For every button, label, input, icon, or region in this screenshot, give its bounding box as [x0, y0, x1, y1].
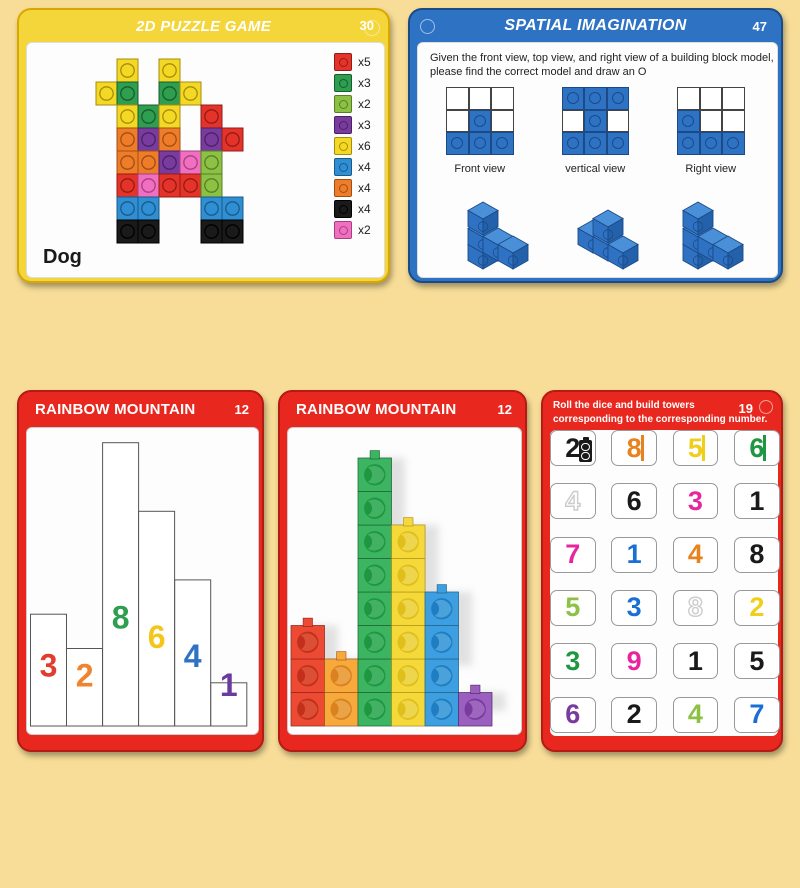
svg-text:3: 3	[40, 648, 58, 684]
svg-text:8: 8	[112, 600, 130, 636]
svg-text:1: 1	[220, 667, 238, 703]
svg-text:4: 4	[184, 638, 202, 674]
svg-text:6: 6	[148, 619, 166, 655]
svg-text:2: 2	[76, 657, 94, 693]
